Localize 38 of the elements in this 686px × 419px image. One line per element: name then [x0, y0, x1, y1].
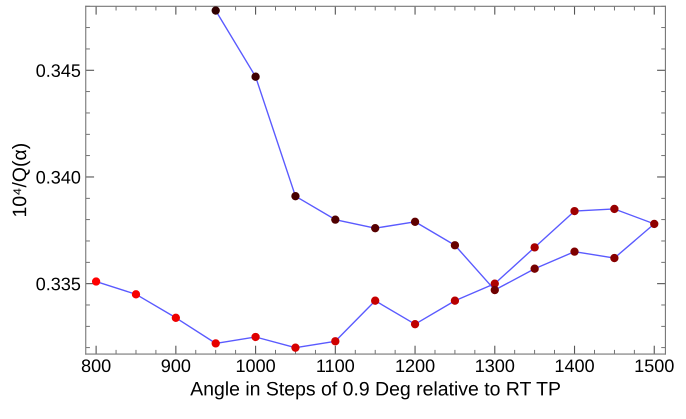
- x-tick-label: 1100: [317, 359, 354, 372]
- point: [132, 290, 140, 298]
- point: [331, 215, 340, 224]
- point: [251, 332, 260, 342]
- point: [650, 220, 658, 228]
- x-tick-label: 1200: [396, 359, 434, 372]
- x-tick-label: 1500: [636, 359, 674, 372]
- point: [410, 218, 420, 226]
- point: [530, 243, 539, 252]
- x-tick-label: 800: [82, 359, 110, 372]
- point: [410, 320, 420, 328]
- x-tick-label: 1000: [236, 359, 275, 372]
- point: [570, 206, 579, 216]
- point: [212, 6, 220, 15]
- point: [371, 224, 380, 232]
- point: [291, 192, 300, 200]
- point: [490, 286, 499, 294]
- point: [331, 337, 340, 346]
- point: [610, 204, 619, 214]
- point: [251, 72, 260, 81]
- point: [610, 254, 619, 262]
- point: [450, 296, 460, 305]
- point: [212, 339, 220, 348]
- x-tick-label: 1300: [476, 359, 514, 372]
- point: [570, 247, 579, 256]
- x-tick-label: 1400: [556, 359, 594, 372]
- point: [291, 343, 300, 352]
- point: [92, 277, 100, 286]
- y-tick-label: 0.340: [36, 170, 80, 184]
- point: [371, 296, 380, 305]
- x-axis-title: Angle in Steps of 0.9 Deg relative to RT TP: [190, 381, 560, 400]
- point: [530, 264, 539, 273]
- y-tick-label: 0.335: [36, 278, 80, 290]
- x-tick-label: 900: [162, 359, 190, 372]
- y-axis-title: 10⁴/Q(α): [12, 144, 30, 216]
- y-tick-label: 0.345: [36, 64, 80, 78]
- point: [450, 241, 460, 250]
- point: [172, 314, 180, 322]
